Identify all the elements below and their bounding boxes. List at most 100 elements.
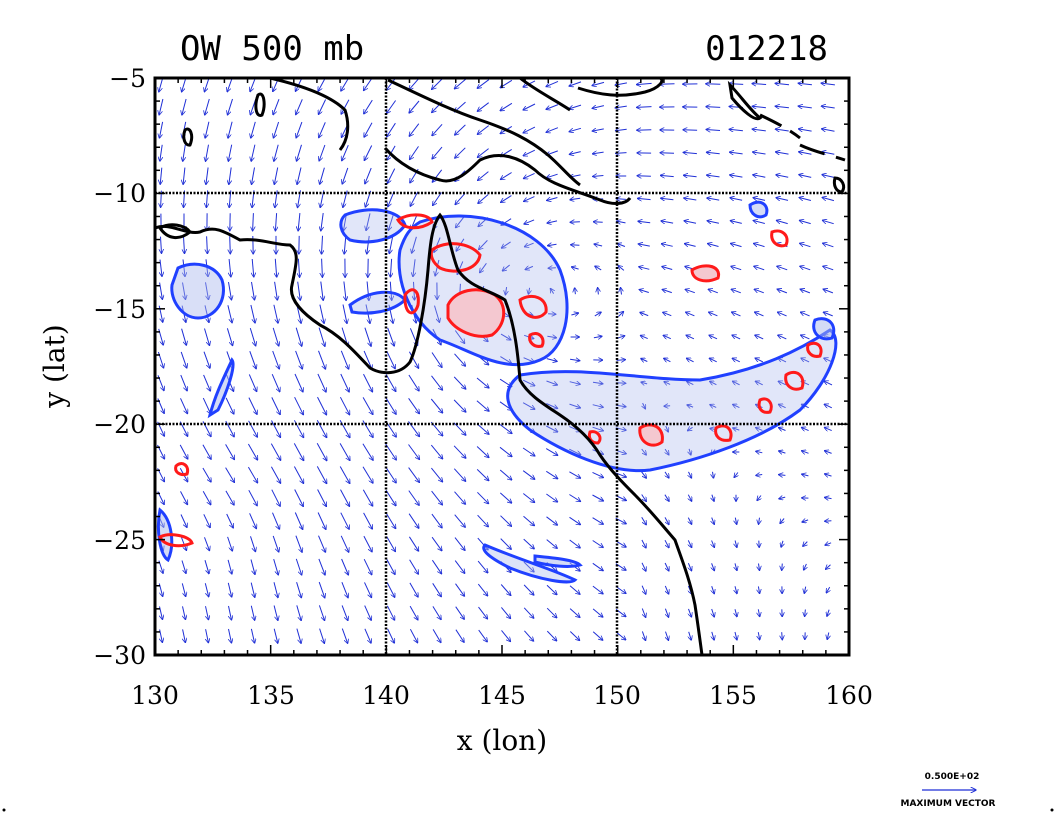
wind-vector <box>388 213 395 231</box>
wind-vector <box>453 468 465 482</box>
wind-vector <box>571 313 578 315</box>
wind-vector <box>183 167 185 185</box>
wind-vector <box>821 106 835 108</box>
wind-vector <box>250 628 254 643</box>
wind-vector <box>592 106 605 109</box>
wind-vector <box>250 559 255 575</box>
wind-vector <box>253 213 254 231</box>
ow-contour-west-cluster <box>170 262 225 320</box>
wind-vector <box>824 451 832 454</box>
x-tick-label: 160 <box>825 681 873 710</box>
wind-vector <box>802 474 809 476</box>
wind-vector <box>801 335 810 340</box>
wind-vector <box>598 288 599 295</box>
wind-vector <box>798 129 812 131</box>
wind-vector <box>547 198 558 201</box>
wind-vector <box>777 312 787 317</box>
ow-red-ring-2 <box>403 288 420 315</box>
wind-vector <box>408 374 419 391</box>
wind-vector <box>273 558 279 575</box>
wind-vector <box>205 282 209 299</box>
wind-vector <box>479 240 488 249</box>
wind-vector <box>499 469 512 480</box>
wind-vector <box>341 99 350 114</box>
wind-vector <box>735 586 737 593</box>
ow-contour-ne-small-1 <box>748 200 769 219</box>
wind-vector <box>523 149 536 156</box>
wind-vector <box>340 489 350 507</box>
wind-vector <box>408 421 420 436</box>
wind-vector <box>455 193 466 204</box>
wind-vector <box>409 605 418 620</box>
wind-vector <box>777 266 788 271</box>
wind-vector <box>225 397 234 414</box>
wind-vector <box>664 517 669 524</box>
wind-vector <box>179 444 188 459</box>
wind-vector <box>272 512 280 530</box>
wind-vector <box>777 289 788 294</box>
wind-vector <box>500 102 513 110</box>
wind-vector <box>160 629 163 643</box>
wind-vector <box>297 167 302 185</box>
wind-vector <box>780 518 784 524</box>
wind-vector <box>295 535 302 553</box>
vector-scale-legend: 0.500E+02 MAXIMUM VECTOR <box>900 772 995 809</box>
wind-vector <box>476 377 489 388</box>
wind-vector <box>569 516 581 524</box>
wind-vector <box>182 282 186 300</box>
wind-vector <box>296 99 303 114</box>
wind-vector <box>641 448 647 455</box>
wind-vector <box>775 106 789 108</box>
wind-vector <box>273 582 278 597</box>
wind-vector <box>523 103 536 110</box>
wind-vector <box>732 335 741 340</box>
wind-vector <box>569 104 582 109</box>
wind-vector <box>409 628 417 643</box>
wind-vector <box>180 398 188 413</box>
wind-vector <box>319 144 326 161</box>
wind-vector <box>528 287 529 294</box>
wind-vector <box>822 197 835 202</box>
wind-vector <box>683 130 698 131</box>
wind-vector <box>522 447 535 456</box>
wind-vector <box>408 398 420 413</box>
wind-vector <box>730 175 743 177</box>
wind-vector <box>228 98 233 115</box>
wind-vector <box>758 632 759 640</box>
wind-vector <box>822 175 835 178</box>
wind-vector <box>250 536 256 551</box>
wind-vector <box>641 359 648 362</box>
ow-contour-nw-band <box>339 208 407 244</box>
wind-vector <box>251 281 255 300</box>
wind-vector <box>294 489 304 507</box>
wind-vector <box>183 144 186 162</box>
wind-vector <box>390 281 391 301</box>
x-tick-label: 135 <box>247 681 295 710</box>
wind-vector <box>364 122 373 137</box>
wind-vector <box>522 379 535 386</box>
wind-vector <box>340 373 349 392</box>
wind-vector <box>664 358 671 361</box>
wind-vector <box>342 167 349 184</box>
wind-vector <box>386 78 397 91</box>
wind-vector <box>546 470 557 478</box>
wind-vector <box>660 175 674 176</box>
wind-vector <box>318 605 324 620</box>
wind-vector <box>735 517 736 525</box>
ow-red-ring-14 <box>528 331 545 348</box>
wind-vector <box>228 628 232 643</box>
ow-contour-south-streak <box>482 543 578 584</box>
wind-vector <box>798 83 812 85</box>
wind-vector <box>271 374 280 392</box>
wind-vector <box>712 586 715 594</box>
wind-vector <box>501 607 510 618</box>
wind-vector <box>640 335 648 338</box>
wind-vector <box>524 242 534 247</box>
wind-vector <box>547 221 558 223</box>
ow-red-ring-12 <box>174 462 190 476</box>
wind-vector <box>432 123 443 135</box>
wind-vector <box>664 382 671 385</box>
wind-vector <box>247 443 257 460</box>
coast-island-1 <box>254 92 266 117</box>
wind-vector <box>363 373 373 392</box>
